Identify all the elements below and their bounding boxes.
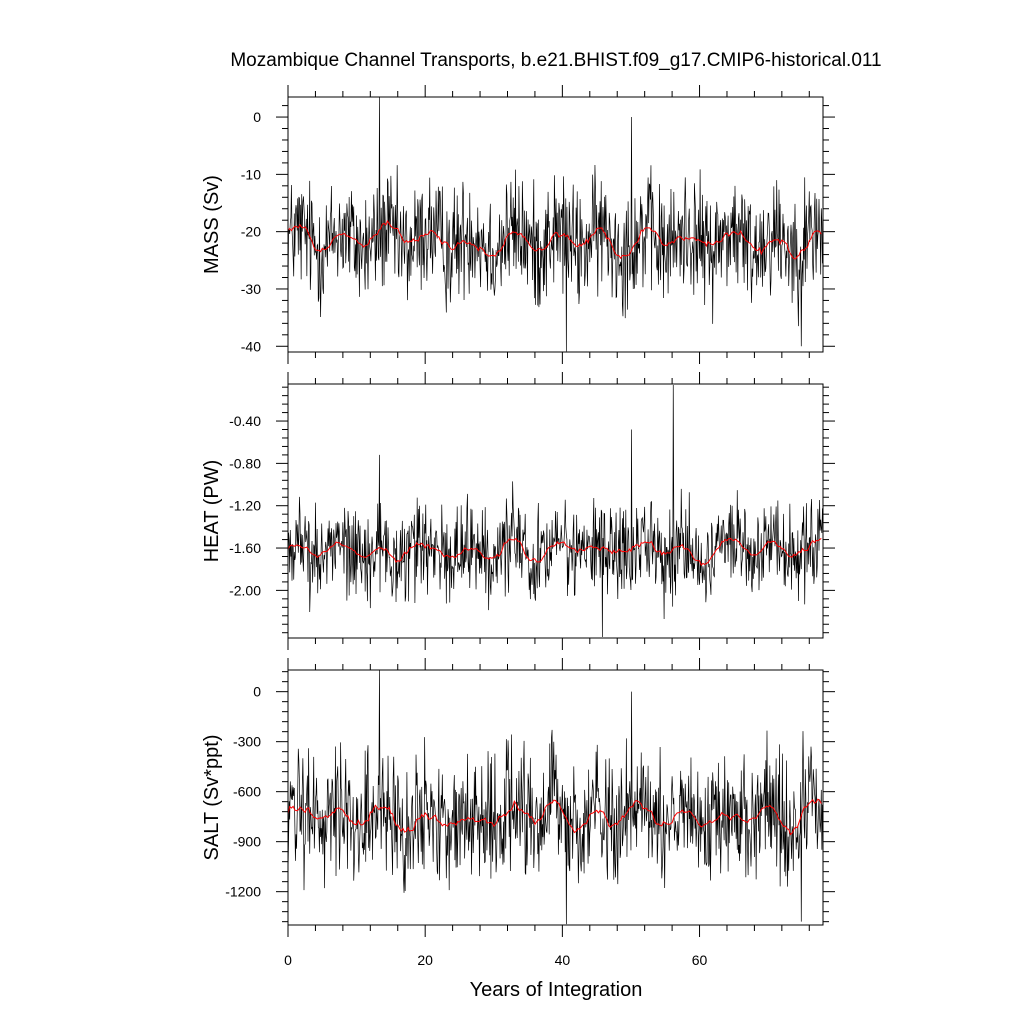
x-tick-label: 60: [692, 952, 708, 968]
y-tick-label-salt: -1200: [225, 884, 261, 900]
y-tick-label-mass: -30: [241, 281, 261, 297]
y-tick-label-heat: -0.40: [229, 413, 261, 429]
series-line-raw-mass: [287, 96, 823, 352]
chart-title: Mozambique Channel Transports, b.e21.BHI…: [230, 50, 881, 71]
y-tick-label-mass: -20: [241, 224, 261, 240]
y-tick-label-heat: -1.20: [229, 498, 261, 514]
series-line-smoothed-heat: [287, 537, 822, 567]
y-axis-title-salt: SALT (Sv*ppt): [201, 735, 223, 861]
y-axis-title-mass: MASS (Sv): [201, 175, 223, 274]
y-axis-title-heat: HEAT (PW): [201, 460, 223, 563]
y-tick-label-mass: -10: [241, 166, 261, 182]
series-line-raw-salt: [287, 669, 823, 925]
plot-frame-salt: [287, 669, 824, 926]
y-tick-label-salt: -300: [233, 734, 261, 750]
series-line-raw-heat: [287, 385, 823, 637]
x-tick-label: 40: [555, 952, 571, 968]
y-tick-label-mass: 0: [253, 109, 261, 125]
y-tick-label-heat: -1.60: [229, 540, 261, 556]
panel-heat: -0.40 -0.80 -1.20 -1.60 -2.00 HEAT (PW): [201, 372, 835, 650]
x-axis-title: Years of Integration: [470, 979, 643, 1001]
y-tick-label-salt: -900: [233, 834, 261, 850]
x-tick-label: 0: [284, 952, 292, 968]
plot-frame-heat: [287, 383, 824, 639]
panel-salt: 0 -300 -600 -900 -1200 SALT (Sv*ppt) 0 20 40 60: [201, 658, 835, 968]
series-line-smoothed-mass: [287, 219, 822, 260]
chart-panels: 0 -10 -20 -30 -40 MASS (Sv) -0.40 -0.80 -1.20 -1.…: [201, 85, 835, 968]
plot-frame-mass: [287, 96, 824, 353]
y-tick-label-heat: -0.80: [229, 455, 261, 471]
y-tick-label-heat: -2.00: [229, 582, 261, 598]
series-line-smoothed-salt: [287, 798, 822, 836]
y-tick-label-salt: -600: [233, 784, 261, 800]
y-tick-label-salt: 0: [253, 684, 261, 700]
y-tick-label-mass: -40: [241, 338, 261, 354]
x-tick-label: 20: [417, 952, 433, 968]
panel-mass: 0 -10 -20 -30 -40 MASS (Sv): [201, 85, 835, 364]
